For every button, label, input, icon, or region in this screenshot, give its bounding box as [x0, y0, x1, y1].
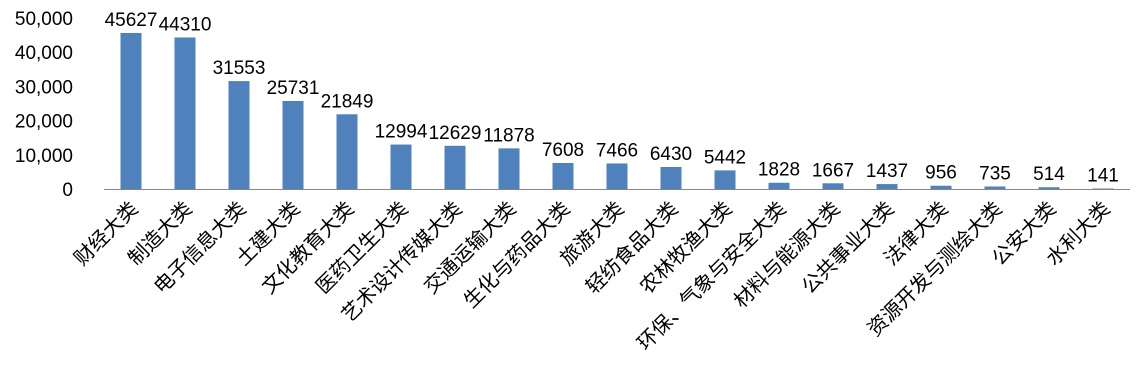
bar	[552, 162, 574, 189]
bar	[822, 183, 844, 189]
bar	[876, 184, 898, 189]
data-label: 12629	[429, 123, 482, 144]
y-tick-label: 20,000	[15, 112, 73, 133]
bar	[120, 32, 142, 190]
data-label: 7466	[596, 140, 638, 161]
bar	[444, 145, 466, 189]
data-label: 1828	[758, 160, 800, 181]
data-label: 514	[1033, 164, 1065, 185]
bar	[228, 81, 250, 189]
data-label: 735	[979, 163, 1011, 184]
data-label: 1667	[812, 160, 854, 181]
data-label: 45627	[105, 10, 158, 31]
y-tick-label: 10,000	[15, 146, 73, 167]
bar	[660, 167, 682, 189]
bar	[336, 114, 358, 189]
data-label: 25731	[267, 78, 320, 99]
data-label: 21849	[321, 91, 374, 112]
data-label: 12994	[375, 122, 428, 143]
data-label: 5442	[704, 147, 746, 168]
data-label: 7608	[542, 140, 584, 161]
bar	[606, 163, 628, 189]
data-label: 956	[925, 163, 957, 184]
data-label: 1437	[866, 161, 908, 182]
y-tick-label: 0	[62, 180, 73, 201]
bar	[174, 37, 196, 189]
bar	[282, 100, 304, 189]
data-label: 6430	[650, 144, 692, 165]
bar	[390, 144, 412, 189]
y-tick-label: 50,000	[15, 9, 73, 30]
bar	[930, 185, 952, 189]
y-tick-label: 30,000	[15, 77, 73, 98]
bar	[984, 186, 1006, 189]
data-label: 31553	[213, 58, 266, 79]
bar	[768, 182, 790, 189]
bar	[1038, 187, 1060, 189]
bar	[1092, 188, 1114, 190]
y-tick-label: 40,000	[15, 43, 73, 64]
data-label: 141	[1087, 166, 1119, 187]
data-label: 11878	[483, 125, 534, 146]
bar	[714, 170, 736, 189]
bar	[498, 148, 520, 189]
data-label: 44310	[159, 14, 212, 35]
